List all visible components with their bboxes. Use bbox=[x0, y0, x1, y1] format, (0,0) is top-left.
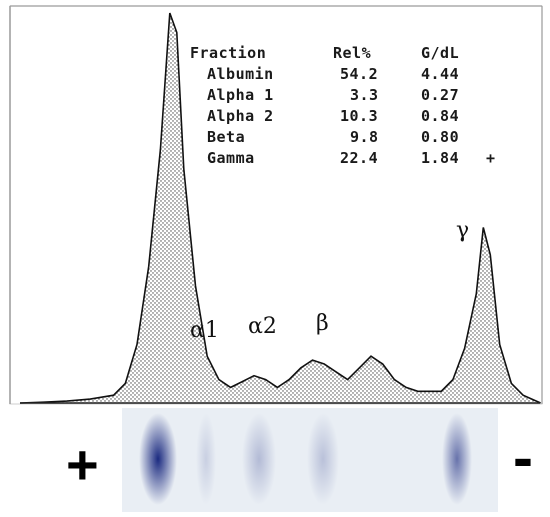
row-albumin-gdl: 4.44 bbox=[421, 65, 459, 83]
row-alpha2-rel: 10.3 bbox=[340, 107, 378, 125]
peak-label-beta: β bbox=[316, 311, 329, 336]
row-alpha1-rel: 3.3 bbox=[350, 86, 379, 104]
peak-label-alpha1: α1 bbox=[190, 318, 219, 343]
row-alpha1-fraction: Alpha 1 bbox=[207, 86, 274, 104]
gel-band-beta bbox=[307, 413, 339, 505]
cathode-sign: - bbox=[513, 424, 533, 491]
header-gdl: G/dL bbox=[421, 44, 459, 62]
row-alpha2-gdl: 0.84 bbox=[421, 107, 459, 125]
gel-band-alpha-2 bbox=[242, 413, 276, 505]
row-gamma-fraction: Gamma bbox=[207, 149, 255, 167]
densitometry-panel bbox=[9, 5, 543, 405]
row-albumin-rel: 54.2 bbox=[340, 65, 378, 83]
densitometry-trace-line bbox=[19, 12, 541, 404]
densitometry-area bbox=[20, 13, 541, 403]
anode-sign: + bbox=[66, 433, 99, 496]
row-alpha1-gdl: 0.27 bbox=[421, 86, 459, 104]
row-gamma-gdl: 1.84 bbox=[421, 149, 459, 167]
row-alpha2-fraction: Alpha 2 bbox=[207, 107, 274, 125]
gel-band-albumin bbox=[139, 413, 177, 505]
gel-bands bbox=[139, 413, 472, 505]
header-fraction: Fraction bbox=[190, 44, 266, 62]
gel-band-alpha-1 bbox=[196, 413, 216, 505]
row-albumin-fraction: Albumin bbox=[207, 65, 274, 83]
gel-band-gamma bbox=[442, 413, 472, 505]
row-gamma-rel: 22.4 bbox=[340, 149, 378, 167]
peak-label-gamma: γ bbox=[456, 218, 469, 243]
row-beta-gdl: 0.80 bbox=[421, 128, 459, 146]
header-rel: Rel% bbox=[333, 44, 371, 62]
row-gamma-flag: + bbox=[486, 149, 496, 167]
results-table: Fraction Rel% G/dL Albumin 54.2 4.44 Alp… bbox=[190, 44, 496, 167]
row-beta-rel: 9.8 bbox=[350, 128, 379, 146]
peak-label-alpha2: α2 bbox=[248, 314, 277, 339]
row-beta-fraction: Beta bbox=[207, 128, 245, 146]
